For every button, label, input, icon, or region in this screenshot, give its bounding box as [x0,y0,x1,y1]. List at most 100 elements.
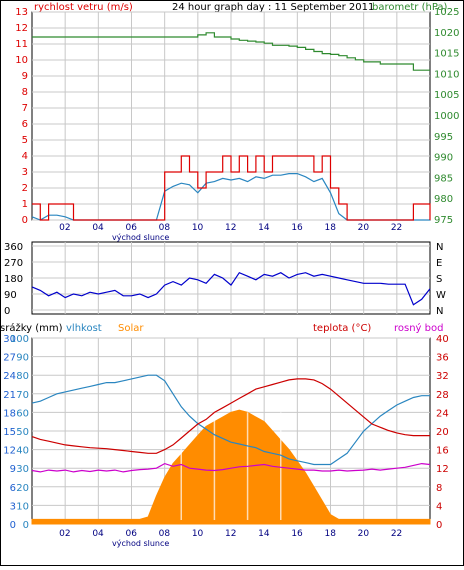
grid-layer [32,11,430,525]
temperature-series-line [31,378,430,454]
hour-tick-label: 08 [159,223,171,233]
direction-tick-label: 0 [4,306,10,317]
hour-tick-label: 18 [325,223,337,233]
baro-tick-label: 1015 [434,49,459,60]
hour-tick-label: 02 [59,223,70,233]
hour-tick-label: 20 [358,529,370,539]
rain-tick-label: 9 [10,464,16,475]
baro-tick-label: 1000 [434,111,459,122]
graph-title: 24 hour graph day : 11 September 2011 [172,2,374,13]
legend-teplota: teplota (°C) [313,323,371,334]
humidity-tick-label: 100 [10,334,29,345]
rain-tick-label: 18 [3,408,16,419]
series-layer [31,32,431,525]
hour-tick-label: 08 [159,529,171,539]
baro-tick-label: 1025 [434,7,459,18]
wind-tick-label: 2 [22,183,28,194]
baro-tick-label: 1010 [434,69,459,80]
rain-tick-label: 12 [3,446,16,457]
hour-tick-label: 18 [325,529,337,539]
wind-tick-label: 0 [22,215,28,226]
temp-tick-label: 20 [436,427,449,438]
hour-tick-label: 14 [258,223,270,233]
humidity-tick-label: 0 [23,520,29,531]
humidity-tick-label: 30 [16,464,29,475]
hour-tick-label: 12 [225,529,236,539]
rain-tick-label: 0 [10,520,16,531]
hour-tick-label: 04 [92,529,104,539]
hour-tick-label: 12 [225,223,236,233]
hour-tick-label: 10 [192,529,204,539]
hour-tick-label: 02 [59,529,70,539]
temp-tick-label: 40 [436,334,449,345]
hour-tick-label: 10 [192,223,204,233]
baro-tick-label: 985 [434,173,453,184]
hour-tick-label: 16 [291,529,303,539]
humidity-tick-label: 10 [16,501,29,512]
legend-solar: Solar [118,323,144,334]
rain-tick-label: 27 [3,353,16,364]
hour-tick-label: 16 [291,223,303,233]
sunrise-label-bottom: východ slunce [112,539,169,548]
hour-tick-label: 06 [126,223,138,233]
temp-tick-label: 8 [436,483,442,494]
wind-tick-label: 9 [22,71,28,82]
temp-tick-label: 12 [436,464,449,475]
wind-tick-label: 3 [22,167,28,178]
hour-tick-label: 04 [92,223,104,233]
wind-tick-label: 7 [22,103,28,114]
baro-tick-label: 990 [434,153,453,164]
baro-tick-label: 1020 [434,28,459,39]
wind-tick-label: 6 [22,119,28,130]
temp-tick-label: 0 [436,520,442,531]
legend-rosny-bod: rosný bod [394,322,443,334]
compass-label: E [436,258,442,269]
wind-tick-label: 1 [22,199,28,210]
direction-tick-label: 270 [4,258,23,269]
direction-tick-label: 180 [4,274,23,285]
compass-label: N [436,242,443,253]
rain-tick-label: 3 [10,501,16,512]
rain-tick-label: 15 [3,427,16,438]
dewpoint-series-line [31,462,431,473]
legend-srazky: srážky (mm) [0,322,63,334]
temp-tick-label: 4 [436,501,442,512]
humidity-tick-label: 60 [16,408,29,419]
humidity-tick-label: 80 [16,371,29,382]
humidity-tick-label: 40 [16,446,29,457]
baro-series-line [32,32,430,71]
tick-layer: 0123456789101112139759809859909951000100… [3,7,459,539]
direction-tick-label: 90 [4,290,17,301]
direction-series-line [31,271,431,306]
rain-tick-label: 6 [10,483,16,494]
wind-tick-label: 10 [15,55,28,66]
rain-tick-label: 24 [3,371,16,382]
baro-tick-label: 1005 [434,90,459,101]
humidity-tick-label: 50 [16,427,29,438]
wind-tick-label: 12 [15,23,28,34]
hour-tick-label: 06 [126,529,138,539]
compass-label: N [436,306,443,317]
humidity-series-line [31,374,430,466]
rain-tick-label: 30 [3,334,16,345]
humidity-tick-label: 20 [16,483,29,494]
sunrise-label-top: východ slunce [112,233,169,242]
wind-tick-label: 13 [15,7,28,18]
wind-tick-label: 8 [22,87,28,98]
baro-tick-label: 995 [434,132,453,143]
baro-tick-label: 975 [434,215,453,226]
wind-tick-label: 5 [22,135,28,146]
wind-tick-label: 11 [15,39,28,50]
wind-series-line [32,155,431,221]
humidity-tick-label: 70 [16,390,29,401]
solar-series-area [31,409,431,525]
temp-tick-label: 16 [436,446,449,457]
hour-tick-label: 22 [391,529,402,539]
compass-label: W [436,290,446,301]
compass-label: S [436,274,442,285]
temp-tick-label: 36 [436,353,449,364]
baro-axis-title: barometr (hPa) [372,2,448,13]
temp-tick-label: 24 [436,408,449,419]
